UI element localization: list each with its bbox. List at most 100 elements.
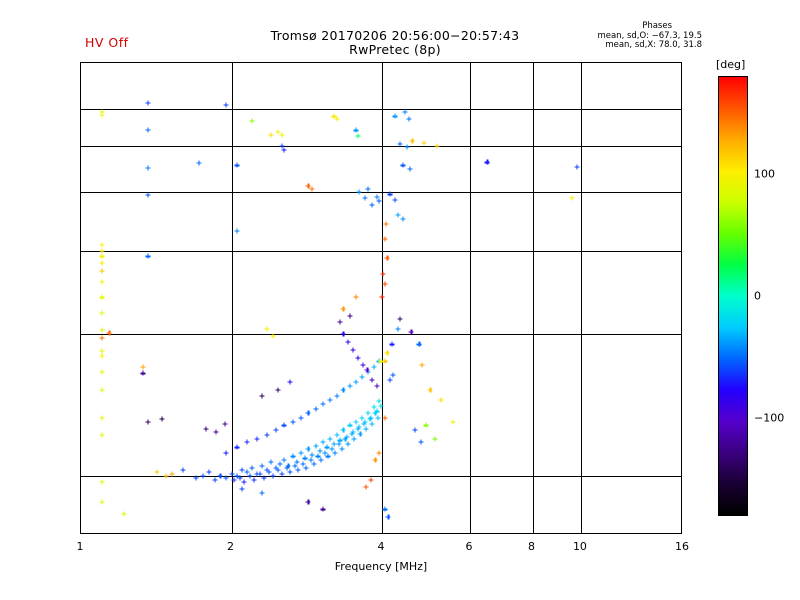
- scatter-point: [254, 436, 260, 442]
- x-tick-minor: [297, 533, 298, 534]
- scatter-point: [434, 143, 440, 149]
- scatter-point: [99, 432, 105, 438]
- x-tick-minor: [663, 533, 664, 534]
- scatter-point: [223, 450, 229, 456]
- x-tick-minor: [516, 533, 517, 534]
- scatter-point: [340, 331, 346, 337]
- x-tick-minor: [102, 533, 103, 534]
- scatter-point: [320, 439, 326, 445]
- scatter-point: [313, 443, 319, 449]
- gridline-horizontal: [81, 146, 681, 148]
- x-tick-minor: [521, 533, 522, 534]
- scatter-point: [99, 294, 105, 300]
- scatter-point: [362, 419, 368, 425]
- x-tick-label: 1: [76, 540, 84, 553]
- x-tick-minor: [675, 533, 676, 534]
- x-tick-top: [398, 62, 399, 63]
- x-tick-top: [466, 62, 467, 63]
- y-tick-major: [80, 251, 81, 252]
- y-tick-major: [80, 146, 81, 147]
- scatter-point: [369, 377, 375, 383]
- y-tick-right: [681, 109, 682, 110]
- scatter-point: [382, 236, 388, 242]
- y-tick-right: [681, 509, 682, 510]
- scatter-point: [315, 453, 321, 459]
- x-tick-top: [220, 62, 221, 63]
- gridline-vertical: [580, 63, 582, 533]
- gridline-horizontal: [81, 476, 681, 478]
- x-tick-minor: [633, 533, 634, 534]
- x-tick-minor: [558, 533, 559, 534]
- scatter-point: [305, 183, 311, 189]
- scatter-point: [273, 427, 279, 433]
- scatter-point: [432, 436, 438, 442]
- x-tick-minor: [602, 533, 603, 534]
- x-tick-top: [297, 62, 298, 63]
- x-tick-minor: [271, 533, 272, 534]
- scatter-point: [378, 358, 384, 364]
- scatter-point: [356, 424, 362, 430]
- x-tick-minor: [417, 533, 418, 534]
- scatter-point: [206, 469, 212, 475]
- x-tick-minor: [604, 533, 605, 534]
- x-tick-top: [563, 62, 564, 63]
- gridline-horizontal: [81, 333, 681, 335]
- x-tick-top: [271, 62, 272, 63]
- scatter-point: [99, 415, 105, 421]
- scatter-point: [277, 461, 283, 467]
- scatter-point: [99, 479, 105, 485]
- scatter-point: [382, 506, 388, 512]
- scatter-point: [371, 404, 377, 410]
- gridline-vertical: [231, 63, 233, 533]
- page-subtitle: RwPretec (8p): [349, 42, 441, 57]
- x-tick-top: [535, 62, 536, 63]
- x-tick-minor: [654, 533, 655, 534]
- y-tick-minor: [80, 77, 81, 78]
- gridline-vertical: [532, 63, 534, 533]
- scatter-point: [407, 166, 413, 172]
- x-tick-top: [556, 62, 557, 63]
- scatter-point: [423, 422, 429, 428]
- x-tick-top: [459, 62, 460, 63]
- x-tick-minor: [570, 533, 571, 534]
- scatter-point: [259, 490, 265, 496]
- scatter-point: [287, 469, 293, 475]
- x-tick-minor: [422, 533, 423, 534]
- scatter-point: [320, 506, 326, 512]
- x-tick-minor: [583, 533, 584, 534]
- scatter-point: [313, 406, 319, 412]
- scatter-point: [290, 453, 296, 459]
- scatter-point: [390, 372, 396, 378]
- x-tick-major: [533, 533, 534, 534]
- scatter-point: [281, 147, 287, 153]
- scatter-point: [159, 416, 165, 422]
- scatter-point: [374, 383, 379, 389]
- x-tick-minor: [574, 533, 575, 534]
- scatter-point: [362, 195, 368, 201]
- x-tick-top: [604, 62, 605, 63]
- x-tick-top: [540, 62, 541, 63]
- scatter-point: [402, 109, 408, 115]
- x-tick-top: [209, 62, 210, 63]
- scatter-point: [400, 162, 406, 168]
- x-tick-top: [558, 62, 559, 63]
- x-tick-minor: [619, 533, 620, 534]
- x-tick-minor: [640, 533, 641, 534]
- x-tick-minor: [538, 533, 539, 534]
- x-tick-top: [242, 62, 243, 63]
- scatter-point: [384, 255, 390, 261]
- x-tick-minor: [622, 533, 623, 534]
- scatter-point: [387, 377, 393, 383]
- x-tick-top: [553, 62, 554, 63]
- x-tick-minor: [262, 533, 263, 534]
- x-tick-top: [589, 62, 590, 63]
- x-tick-top: [359, 62, 360, 63]
- scatter-point: [359, 415, 365, 421]
- scatter-point: [342, 436, 348, 442]
- x-tick-minor: [393, 533, 394, 534]
- x-tick-top: [487, 62, 488, 63]
- y-tick-minor: [80, 487, 81, 488]
- scatter-point: [303, 465, 309, 471]
- y-tick-right: [681, 498, 682, 499]
- x-tick-minor: [518, 533, 519, 534]
